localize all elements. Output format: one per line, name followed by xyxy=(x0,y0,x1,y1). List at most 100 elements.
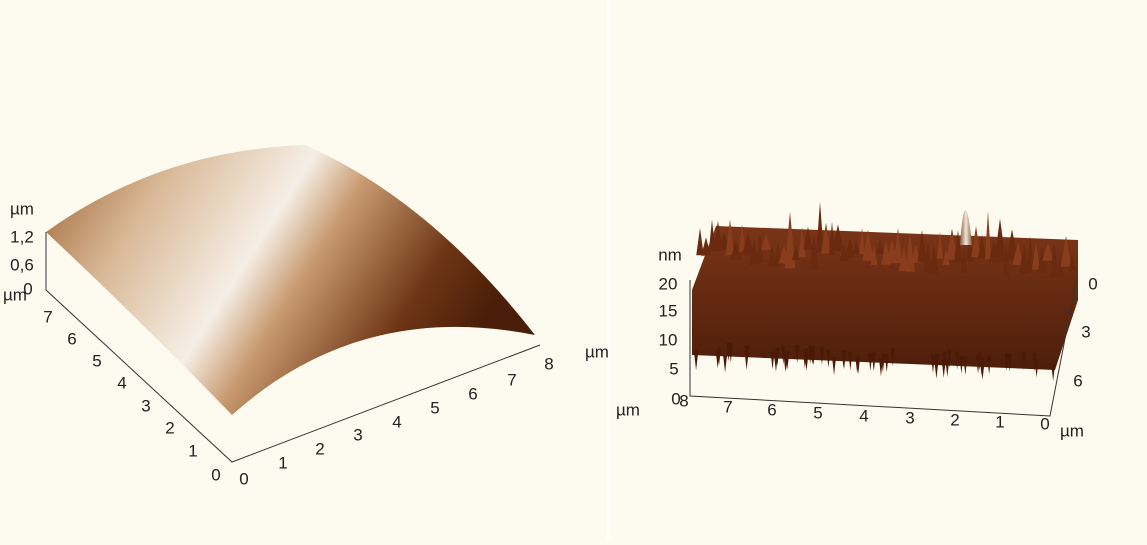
spike xyxy=(928,244,940,275)
tick-label: 6 xyxy=(1073,371,1082,390)
tick-label: 3 xyxy=(353,425,362,444)
surface-spikes xyxy=(694,201,1076,382)
tick-label: 2 xyxy=(950,410,959,429)
spike xyxy=(858,228,866,254)
axis-unit: µm xyxy=(616,400,640,419)
spike xyxy=(821,222,831,254)
spike xyxy=(781,346,786,365)
tick-label: 1,2 xyxy=(10,227,34,246)
tick-label: 6 xyxy=(767,400,776,419)
spike xyxy=(977,234,987,259)
tick-label: 0 xyxy=(1088,274,1097,293)
tick-label: 6 xyxy=(468,384,477,403)
spike xyxy=(936,232,944,259)
tick-label: 4 xyxy=(859,406,868,425)
spike xyxy=(1031,242,1041,270)
tick-label: 6 xyxy=(67,329,76,348)
axis-unit: µm xyxy=(10,199,34,218)
spike xyxy=(855,355,860,374)
axis-unit: µm xyxy=(3,285,27,304)
spike xyxy=(960,245,968,274)
tick-label: 5 xyxy=(92,351,101,370)
spike xyxy=(775,348,780,367)
spike xyxy=(1056,254,1064,278)
spike xyxy=(955,351,960,370)
spike xyxy=(701,237,711,256)
spike xyxy=(784,352,789,371)
spike xyxy=(884,354,889,373)
spike xyxy=(1049,242,1059,278)
tick-label: 3 xyxy=(1081,322,1090,341)
spike xyxy=(756,233,764,263)
spike xyxy=(947,349,952,368)
tick-label: 2 xyxy=(315,439,324,458)
spike xyxy=(934,353,939,372)
spike xyxy=(1021,352,1026,371)
spike xyxy=(946,228,958,260)
tick-label: 8 xyxy=(544,354,553,373)
spike xyxy=(890,348,895,367)
tick-label: 15 xyxy=(659,301,678,320)
spike xyxy=(811,346,816,365)
spike xyxy=(809,234,819,270)
spike xyxy=(723,354,728,373)
tick-label: 5 xyxy=(430,398,439,417)
spike xyxy=(1025,236,1035,273)
spike xyxy=(844,238,856,259)
tick-label: 10 xyxy=(659,330,678,349)
spike xyxy=(791,244,801,261)
spike xyxy=(725,219,735,256)
spike xyxy=(963,357,968,376)
tick-label: 0 xyxy=(23,279,32,298)
tick-label: 1 xyxy=(188,441,197,460)
tick-label: 1 xyxy=(995,412,1004,431)
tick-label: 7 xyxy=(507,370,516,389)
tick-label: 2 xyxy=(165,418,174,437)
spike xyxy=(984,211,992,260)
tick-label: 20 xyxy=(659,274,678,293)
spike xyxy=(717,347,722,366)
spike xyxy=(1002,243,1010,277)
spike xyxy=(1012,242,1024,265)
spike xyxy=(893,228,903,264)
spike xyxy=(742,231,754,255)
spike xyxy=(1051,363,1056,382)
tick-label: 0 xyxy=(1040,414,1049,433)
tick-label: 5 xyxy=(813,403,822,422)
tick-label: 5 xyxy=(669,359,678,378)
spike xyxy=(744,345,749,364)
tick-label: 0 xyxy=(239,469,248,488)
spike xyxy=(803,226,813,250)
spike xyxy=(760,233,772,250)
spike xyxy=(770,351,775,370)
axis-lines xyxy=(689,280,1077,417)
spike xyxy=(826,349,831,368)
tick-label: 4 xyxy=(117,373,126,392)
spike xyxy=(862,229,874,261)
tick-label: 3 xyxy=(141,396,150,415)
spike xyxy=(848,352,853,371)
spike xyxy=(852,239,860,255)
spike xyxy=(923,240,933,272)
spike xyxy=(832,224,844,252)
tick-label: 0,6 xyxy=(10,255,34,274)
spike xyxy=(1006,229,1018,261)
spike xyxy=(816,201,824,253)
spike xyxy=(708,219,716,252)
spike xyxy=(696,227,704,256)
axis-unit: nm xyxy=(658,245,682,264)
panel-divider xyxy=(607,0,610,540)
tick-label: 1 xyxy=(278,453,287,472)
spike xyxy=(784,211,796,269)
tick-label: 0 xyxy=(211,465,220,484)
spike xyxy=(878,358,883,377)
spike xyxy=(819,346,824,365)
tick-label: 0 xyxy=(671,389,680,408)
spike xyxy=(767,245,777,268)
spike xyxy=(795,345,800,364)
spike xyxy=(953,230,963,264)
spike xyxy=(1019,243,1029,274)
spike xyxy=(876,237,884,255)
tick-label: 8 xyxy=(679,391,688,410)
spike xyxy=(971,225,981,258)
